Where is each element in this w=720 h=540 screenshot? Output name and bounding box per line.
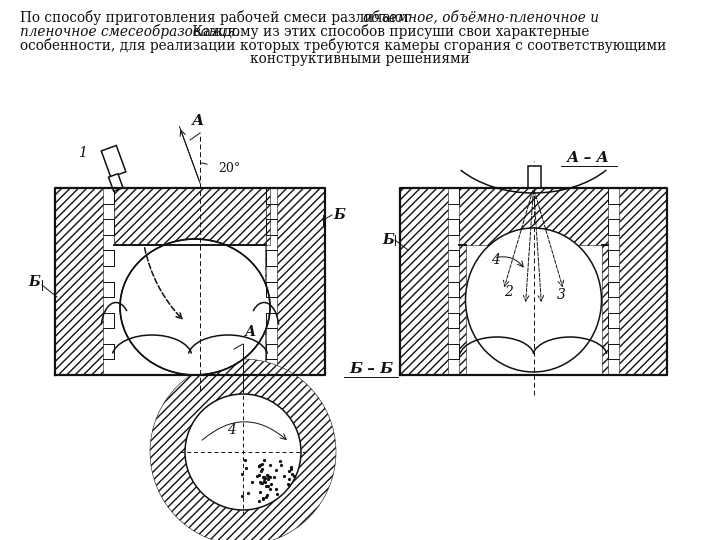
Text: Б: Б (382, 233, 394, 247)
Circle shape (150, 359, 336, 540)
Circle shape (185, 394, 301, 510)
Text: А: А (245, 325, 256, 339)
Ellipse shape (120, 239, 270, 375)
Text: 1: 1 (78, 145, 87, 159)
Bar (266, 188, 270, 245)
Text: По способу приготовления рабочей смеси различают: По способу приготовления рабочей смеси р… (20, 10, 415, 25)
Bar (619, 188, 667, 375)
Bar (277, 188, 325, 375)
Text: А – А: А – А (567, 151, 610, 165)
Bar (459, 245, 466, 375)
Bar (601, 245, 608, 375)
Text: особенности, для реализации которых требуются камеры сгорания с соответствующими: особенности, для реализации которых треб… (20, 38, 667, 53)
Text: объемное, объёмно-пленочное и: объемное, объёмно-пленочное и (363, 10, 599, 24)
Text: Каждому из этих способов присуши свои характерные: Каждому из этих способов присуши свои ха… (188, 24, 590, 39)
Text: Б – Б: Б – Б (349, 362, 393, 376)
Text: 3: 3 (557, 288, 566, 302)
Text: 2: 2 (504, 285, 513, 299)
Text: Б: Б (28, 275, 40, 289)
Polygon shape (109, 174, 123, 191)
Bar (114, 188, 120, 245)
Text: Б: Б (333, 208, 345, 222)
Text: конструктивными решениями: конструктивными решениями (250, 52, 470, 66)
Ellipse shape (466, 228, 601, 372)
Bar (114, 188, 266, 245)
Bar (528, 166, 541, 188)
Text: 4: 4 (227, 423, 235, 437)
Polygon shape (102, 145, 126, 177)
Bar (265, 245, 266, 375)
Text: А: А (192, 114, 204, 128)
Bar (400, 188, 448, 375)
Text: пленочное смесеобразования.: пленочное смесеобразования. (20, 24, 240, 39)
Ellipse shape (120, 239, 270, 375)
Text: 20°: 20° (218, 161, 240, 174)
Bar (459, 188, 608, 245)
Bar (55, 188, 103, 375)
Text: 4: 4 (491, 253, 500, 267)
